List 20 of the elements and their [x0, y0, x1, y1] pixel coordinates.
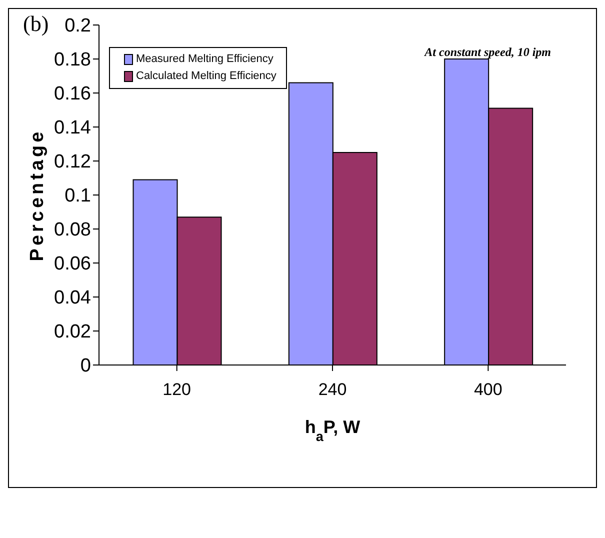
y-tick-label: 0.02 — [54, 322, 91, 343]
y-tick-label: 0.14 — [54, 118, 92, 139]
y-tick-label: 0.1 — [64, 186, 91, 207]
text: (b) — [23, 11, 49, 37]
y-tick-label: 0.16 — [54, 84, 91, 105]
x-tick-label: 120 — [162, 380, 192, 400]
x-tick-label: 400 — [474, 380, 502, 400]
y-tick-label: 0.2 — [64, 16, 91, 37]
y-tick-label: 0 — [80, 356, 91, 377]
x-tick-label: 240 — [318, 380, 347, 400]
y-tick-label: 0.08 — [54, 220, 91, 241]
y-tick-label: 0.12 — [54, 152, 91, 173]
legend-label: Calculated Melting Efficiency — [136, 69, 276, 84]
y-axis-title: Percentage — [27, 128, 48, 262]
x-axis-title: h$_{a}$P, W — [304, 417, 360, 444]
annotation: At constant speed, 10 ipm — [424, 45, 551, 60]
y-tick-label: 0.18 — [54, 50, 91, 71]
y-tick-label: 0.04 — [54, 288, 92, 309]
y-tick-label: 0.06 — [54, 254, 91, 275]
legend-label: Measured Melting Efficiency — [136, 52, 274, 67]
